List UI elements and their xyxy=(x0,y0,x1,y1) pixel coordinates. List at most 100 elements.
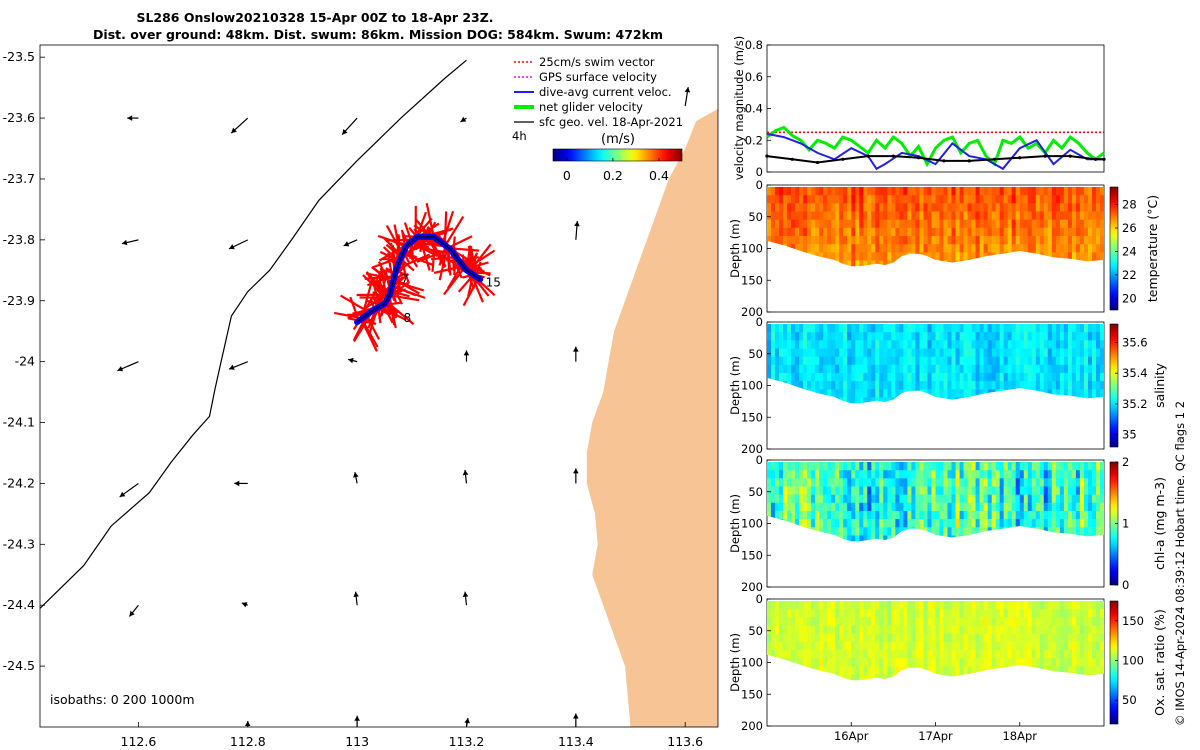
section-cbar-label: 50 xyxy=(1122,693,1137,707)
geo-speed-point xyxy=(967,159,971,163)
map-xtick-label: 113 xyxy=(345,734,369,749)
geo-speed-point xyxy=(1068,154,1072,158)
geo-vector-26 xyxy=(684,87,691,106)
swim-vector xyxy=(391,285,426,299)
section-cbar-label: 35 xyxy=(1122,428,1137,442)
map-ytick-label: -24.1 xyxy=(3,415,35,430)
track-label-1: 8 xyxy=(404,311,412,325)
section-clabel: chl-a (mg m-3) xyxy=(1152,477,1167,570)
swim-vectors xyxy=(333,202,496,352)
velocity-ytick-label: 0.4 xyxy=(745,102,763,116)
section-ytick-label: 0 xyxy=(756,315,763,329)
swim-vector xyxy=(371,266,394,284)
geo-speed-point xyxy=(841,157,845,161)
map-legend: 25cm/s swim vector GPS surface velocity … xyxy=(512,55,683,143)
geo-vector-3 xyxy=(460,116,467,123)
copyright-note: © IMOS 14-Apr-2024 08:39:12 Hobart time.… xyxy=(1173,401,1187,726)
legend-label-swim: 25cm/s swim vector xyxy=(539,55,655,69)
section-cbar-label: 35.2 xyxy=(1122,397,1148,411)
legend-label-geo: sfc geo. vel. 18-Apr-2021 xyxy=(539,115,683,129)
map-ytick-label: -23.9 xyxy=(3,293,35,308)
velocity-ytick-label: 0.6 xyxy=(745,70,763,84)
geo-speed-point xyxy=(790,157,794,161)
velocity-series-2 xyxy=(766,132,1104,171)
geo-vector-5 xyxy=(228,239,249,250)
geo-speed-point xyxy=(1043,154,1047,158)
legend-label-net: net glider velocity xyxy=(539,100,643,114)
swim-vector xyxy=(433,264,464,274)
map-ytick-label: -24.5 xyxy=(3,658,35,673)
isobaths-label: isobaths: 0 200 1000m xyxy=(50,692,195,707)
map-cbar-tick-label: 0.2 xyxy=(603,168,623,183)
track-labels: 7 8 15 xyxy=(401,272,501,324)
geo-vector-0 xyxy=(127,115,139,121)
section-clabel: Ox. sat. ratio (%) xyxy=(1152,609,1167,716)
section-clabel: temperature (°C) xyxy=(1145,195,1160,302)
geo-speed-point xyxy=(917,156,921,160)
swim-vector xyxy=(403,222,413,243)
section-cbar-label: 35.4 xyxy=(1122,366,1148,380)
map-colorbar: (m/s) 0 0.2 0.4 xyxy=(552,132,683,183)
section-colorbar-1 xyxy=(1109,323,1119,448)
section-xtick-label: 16Apr xyxy=(834,729,869,743)
section-panel-0: 0 50 100 150 200 Depth (m) 20 22 24 26 28 temperatu… xyxy=(728,178,1160,319)
map-ytick-label: -24.4 xyxy=(3,597,35,612)
map-frame xyxy=(39,44,719,728)
section-cbar-label: 100 xyxy=(1122,654,1144,668)
section-ytick-label: 50 xyxy=(748,485,763,499)
swim-vector xyxy=(462,277,480,307)
legend-item-swim: 25cm/s swim vector xyxy=(514,55,655,69)
geo-vector-15 xyxy=(353,472,359,484)
section-ytick-label: 200 xyxy=(741,442,763,456)
section-ylabel: Depth (m) xyxy=(728,356,742,415)
swim-vector xyxy=(399,258,410,284)
legend-item-gps: GPS surface velocity xyxy=(514,70,657,84)
section-ylabel: Depth (m) xyxy=(728,494,742,553)
map-xtick-label: 113.4 xyxy=(558,734,594,749)
legend-label-current: dive-avg current veloc. xyxy=(539,85,672,99)
map-colorbar-title: (m/s) xyxy=(601,132,635,147)
section-ytick-label: 150 xyxy=(741,548,763,562)
swim-vector xyxy=(457,274,475,293)
geo-speed-point xyxy=(1102,157,1106,161)
geo-speed-point xyxy=(942,159,946,163)
section-cbar-label: 0 xyxy=(1122,578,1129,592)
map-ytick-label: -24.3 xyxy=(3,536,35,551)
geo-speed-point xyxy=(891,154,895,158)
geo-speed-point xyxy=(866,154,870,158)
geo-vector-9 xyxy=(228,361,248,370)
geo-vector-17 xyxy=(573,468,579,484)
section-ytick-label: 200 xyxy=(741,305,763,319)
geo-vector-12 xyxy=(573,346,579,362)
geo-speed-point xyxy=(815,160,820,165)
isobath-1000m-line xyxy=(40,59,467,609)
velocity-ytick-label: 0.8 xyxy=(745,38,763,52)
map-ytick-label: -24 xyxy=(15,354,35,369)
section-cbar-label: 28 xyxy=(1122,198,1137,212)
swim-vector xyxy=(444,216,465,247)
geo-vector-19 xyxy=(241,602,248,608)
map-cbar-tick-label: 0 xyxy=(563,168,571,183)
map-xtick-label: 113.6 xyxy=(667,734,703,749)
swim-vector xyxy=(466,252,479,272)
legend-extra-4h: 4h xyxy=(512,129,527,143)
section-cbar-label: 26 xyxy=(1122,221,1137,235)
map-panel: 7 8 15 112.6 112.8 113 113.2 113.4 113.6 -23.5 -2… xyxy=(3,44,719,749)
map-ytick-label: -24.2 xyxy=(3,475,35,490)
geostrophic-vectors xyxy=(117,87,691,727)
geo-speed-point xyxy=(992,157,997,161)
geo-vector-1 xyxy=(230,117,249,134)
section-colorbar-3 xyxy=(1109,600,1119,725)
section-ytick-label: 50 xyxy=(748,347,763,361)
section-cbar-label: 1 xyxy=(1122,517,1129,531)
geo-speed-point xyxy=(1018,156,1022,160)
geo-vector-7 xyxy=(574,221,580,240)
legend-item-geo: sfc geo. vel. 18-Apr-2021 xyxy=(514,115,683,129)
map-ytick-label: -23.7 xyxy=(3,171,35,186)
section-panel-1: 0 50 100 150 200 Depth (m) 35 35.2 35.4 35.6 salin… xyxy=(728,315,1167,456)
legend-item-current: dive-avg current veloc. xyxy=(514,85,672,99)
section-cbar-label: 24 xyxy=(1122,244,1137,258)
section-ylabel: Depth (m) xyxy=(728,219,742,278)
